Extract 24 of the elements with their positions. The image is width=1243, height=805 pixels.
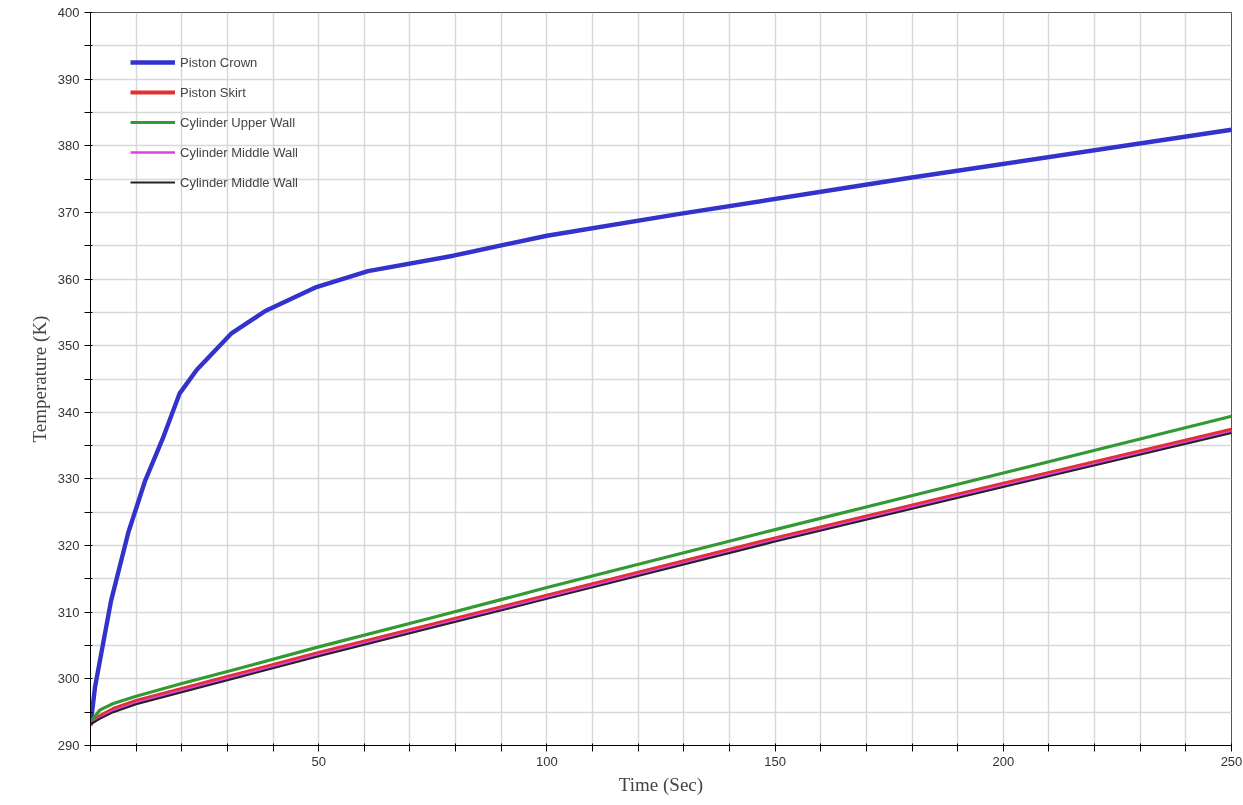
y-tick-label: 390 bbox=[57, 71, 80, 87]
y-axis-title: Temperature (K) bbox=[28, 315, 51, 443]
x-tick-label: 200 bbox=[992, 753, 1015, 769]
x-tick-label: 250 bbox=[1220, 753, 1243, 769]
x-tick-label: 50 bbox=[311, 753, 326, 769]
y-tick-label: 370 bbox=[57, 204, 80, 220]
legend-label: Piston Crown bbox=[180, 54, 258, 70]
legend-label: Cylinder Middle Wall bbox=[180, 174, 298, 190]
x-tick-label: 150 bbox=[764, 753, 786, 769]
x-tick-label: 100 bbox=[536, 753, 558, 769]
y-tick-label: 310 bbox=[57, 604, 80, 620]
y-tick-label: 300 bbox=[57, 671, 80, 687]
y-tick-label: 360 bbox=[57, 271, 80, 287]
legend-label: Piston Skirt bbox=[180, 84, 246, 100]
y-tick-label: 400 bbox=[57, 5, 80, 20]
y-tick-label: 320 bbox=[57, 538, 80, 554]
x-axis-title: Time (Sec) bbox=[618, 773, 704, 796]
legend-label: Cylinder Upper Wall bbox=[180, 114, 296, 130]
y-tick-label: 290 bbox=[57, 738, 80, 753]
legend-label: Cylinder Middle Wall bbox=[180, 144, 298, 160]
y-tick-label: 350 bbox=[57, 338, 80, 354]
y-tick-label: 340 bbox=[57, 404, 80, 420]
y-tick-label: 330 bbox=[57, 471, 80, 487]
y-tick-label: 380 bbox=[57, 138, 80, 154]
